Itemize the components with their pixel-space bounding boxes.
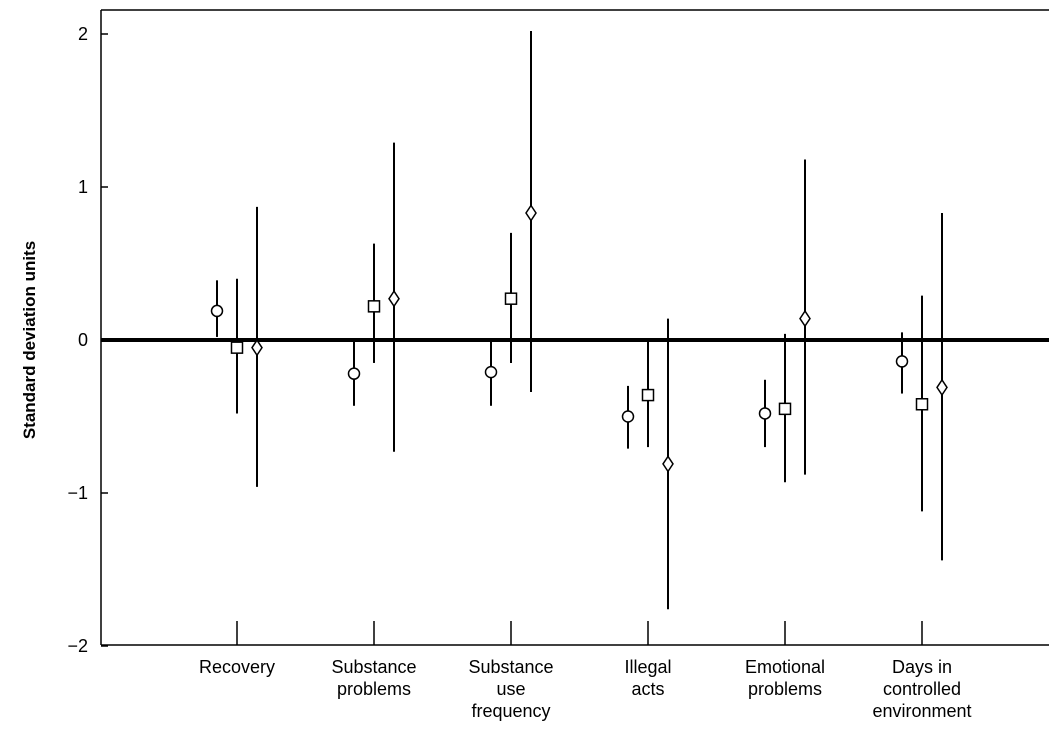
point-circle — [210, 304, 224, 318]
y-tick-label: −2 — [67, 636, 88, 656]
x-category-label: problems — [748, 679, 822, 699]
point-diamond — [251, 338, 263, 357]
point-circle — [621, 410, 635, 423]
point-square — [915, 398, 929, 411]
x-category-label: use — [496, 679, 525, 699]
y-axis-title: Standard deviation units — [20, 240, 39, 440]
point-diamond — [799, 309, 811, 328]
x-category-label: Days in — [892, 657, 952, 677]
x-category-label: Recovery — [199, 657, 275, 677]
axes — [100, 9, 1049, 646]
point-square — [230, 341, 244, 354]
x-category-label: Illegal — [624, 657, 671, 677]
point-square — [778, 402, 792, 416]
point-square — [504, 292, 518, 305]
point-square — [367, 300, 381, 313]
point-diamond — [525, 204, 537, 222]
x-category-label: acts — [631, 679, 664, 699]
y-tick-label: −1 — [67, 483, 88, 503]
y-ticks: 2 1 0 −1 −2 — [67, 24, 108, 656]
x-category-label: Substance — [468, 657, 553, 677]
point-diamond — [662, 455, 674, 473]
point-circle — [484, 365, 498, 379]
point-diamond — [388, 289, 400, 308]
data-marks — [210, 30, 948, 610]
y-tick-label: 0 — [78, 330, 88, 350]
x-category-label: environment — [872, 701, 971, 721]
x-category-label: Substance — [331, 657, 416, 677]
y-tick-label: 2 — [78, 24, 88, 44]
x-category-label: controlled — [883, 679, 961, 699]
y-tick-label: 1 — [78, 177, 88, 197]
point-circle — [895, 355, 909, 368]
x-categories: Recovery SubstanceproblemsSubstanceusefre… — [199, 621, 972, 721]
point-diamond — [936, 378, 948, 397]
x-category-label: problems — [337, 679, 411, 699]
x-category-label: Emotional — [745, 657, 825, 677]
point-square — [641, 388, 655, 402]
x-category-label: frequency — [471, 701, 550, 721]
point-circle — [347, 367, 361, 380]
point-circle — [758, 407, 772, 420]
